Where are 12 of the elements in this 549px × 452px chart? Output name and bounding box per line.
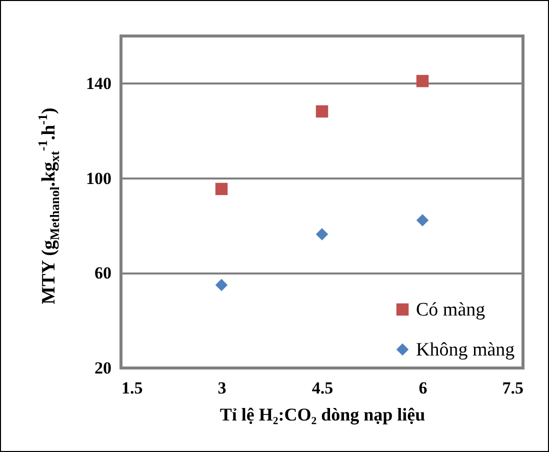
x-tick-label: 7.5	[502, 378, 524, 398]
x-tick-label: 4.5	[312, 378, 334, 398]
x-tick-label: 1.5	[122, 378, 143, 398]
x-tick-label: 6	[418, 378, 428, 398]
legend-label: Có màng	[416, 300, 486, 320]
legend-label: Không màng	[416, 340, 516, 360]
x-tick-label: 3	[218, 378, 226, 398]
y-tick-label: 140	[86, 74, 112, 93]
y-tick-label: 100	[86, 168, 112, 188]
x-axis-title: Tỉ lệ H₂:CO₂ dòng nạp liệu	[220, 404, 426, 424]
y-tick-label: 60	[94, 264, 112, 283]
y-tick-label: 20	[94, 358, 112, 378]
